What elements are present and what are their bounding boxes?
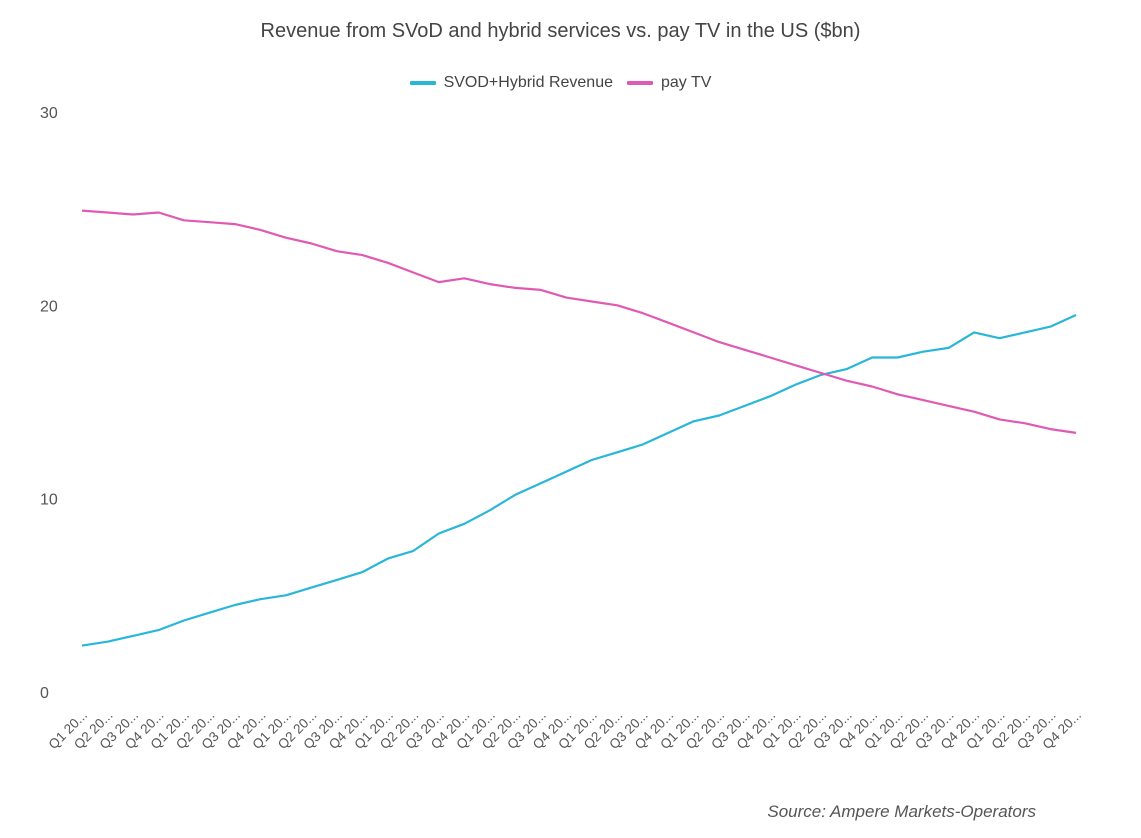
y-axis: 0 10 20 30 [40, 105, 58, 702]
legend-item-paytv[interactable]: pay TV [627, 74, 711, 92]
legend-swatch-svod [409, 81, 436, 85]
x-axis: Q1 20...Q2 20...Q3 20...Q4 20...Q1 20...… [46, 708, 1085, 753]
series-line-paytv[interactable] [81, 209, 1077, 434]
legend: SVOD+Hybrid Revenue pay TV [0, 74, 1121, 92]
source-note: Source: Ampere Markets-Operators [767, 802, 1036, 821]
series-line-svod[interactable] [81, 313, 1077, 647]
legend-item-svod[interactable]: SVOD+Hybrid Revenue [409, 74, 613, 92]
y-tick-label: 0 [40, 685, 49, 702]
legend-label-paytv: pay TV [661, 74, 712, 91]
legend-swatch-paytv [627, 81, 653, 85]
chart-title: Revenue from SVoD and hybrid services vs… [260, 20, 861, 42]
legend-label-svod: SVOD+Hybrid Revenue [443, 74, 613, 91]
y-tick-label: 10 [40, 492, 58, 509]
y-tick-label: 30 [40, 105, 58, 122]
y-tick-label: 20 [40, 298, 58, 315]
series-lines [81, 209, 1077, 647]
